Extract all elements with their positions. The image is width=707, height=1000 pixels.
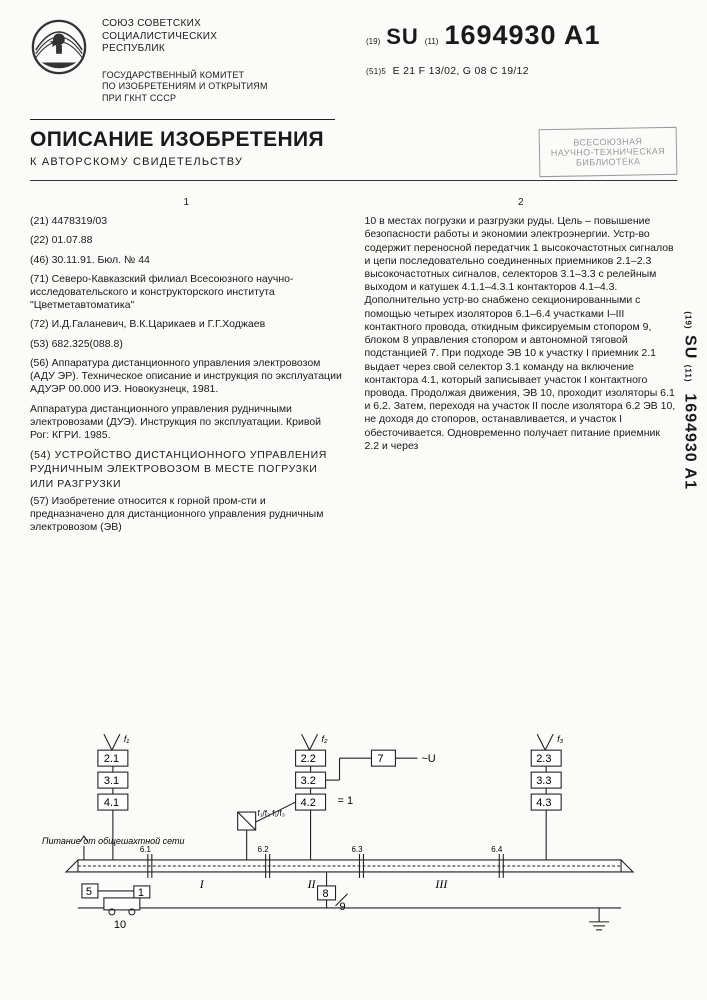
field-21: (21) 4478319/03	[30, 215, 343, 228]
column-right: 2 10 в местах погрузки и разгрузки руды.…	[365, 197, 678, 541]
document-title: ОПИСАНИЕ ИЗОБРЕТЕНИЯ	[30, 128, 324, 152]
svg-text:f₁: f₁	[124, 734, 129, 744]
svg-text:4.2: 4.2	[301, 797, 316, 809]
col-number-1: 1	[30, 197, 343, 210]
column-left: 1 (21) 4478319/03 (22) 01.07.88 (46) 30.…	[30, 197, 343, 541]
svg-text:6.3: 6.3	[351, 845, 363, 854]
circuit-diagram: f₁ f₂ f₃ 2.1 3.1 4.1 2.2 3.2 4.2 2.3 3.3…	[40, 730, 659, 960]
svg-text:7: 7	[377, 753, 383, 765]
title-rule	[30, 180, 677, 181]
isolator-63: 6.3	[351, 845, 363, 878]
header-rule	[30, 119, 335, 120]
svg-text:3.2: 3.2	[301, 775, 316, 787]
field-56b: Аппаратура дистанционного управления руд…	[30, 403, 343, 443]
committee-label: ГОСУДАРСТВЕННЫЙ КОМИТЕТ ПО ИЗОБРЕТЕНИЯМ …	[102, 70, 332, 105]
isolator-61: 6.1	[140, 845, 152, 878]
antenna-f2: f₂	[302, 734, 328, 750]
field-57-abstract: (57) Изобретение относится к горной пром…	[30, 495, 343, 535]
svg-text:6.2: 6.2	[258, 845, 270, 854]
svg-text:9: 9	[340, 901, 346, 913]
antenna-f1: f₁	[104, 734, 129, 750]
svg-text:10: 10	[114, 919, 126, 931]
svg-text:2.3: 2.3	[536, 753, 551, 765]
antenna-f3: f₃	[537, 734, 563, 750]
abstract-continuation: 10 в местах погрузки и разгрузки руды. Ц…	[365, 215, 678, 453]
field-72: (72) И.Д.Галаневич, В.К.Царикаев и Г.Г.Х…	[30, 318, 343, 331]
isolator-62: 6.2	[258, 845, 270, 878]
svg-text:Питание от общешахтной сети: Питание от общешахтной сети	[42, 836, 184, 846]
field-71: (71) Северо-Кавказский филиал Всесоюзног…	[30, 273, 343, 313]
document-subtitle: К АВТОРСКОМУ СВИДЕТЕЛЬСТВУ	[30, 156, 324, 168]
svg-text:2.1: 2.1	[104, 753, 119, 765]
svg-text:f₂: f₂	[322, 734, 328, 744]
svg-text:4.3: 4.3	[536, 797, 551, 809]
field-46: (46) 30.11.91. Бюл. № 44	[30, 254, 343, 267]
field-22: (22) 01.07.88	[30, 234, 343, 247]
svg-text:III: III	[434, 877, 448, 891]
library-stamp: ВСЕСОЮЗНАЯ НАУЧНО-ТЕХНИЧЕСКАЯ БИБЛИОТЕКА	[539, 126, 678, 176]
isolator-64: 6.4	[491, 845, 503, 878]
svg-text:1: 1	[138, 887, 144, 899]
svg-text:4.1: 4.1	[104, 797, 119, 809]
svg-text:II: II	[307, 877, 317, 891]
field-56a: (56) Аппаратура дистанционного управлени…	[30, 357, 343, 397]
svg-text:6.4: 6.4	[491, 845, 503, 854]
svg-text:6.1: 6.1	[140, 845, 152, 854]
svg-text:f₁/f₂ f₁/f₃: f₁/f₂ f₁/f₃	[258, 809, 285, 818]
side-publication-number: (19) SU (11) 1694930 A1	[681, 311, 699, 490]
svg-text:= 1: = 1	[338, 795, 354, 807]
svg-text:I: I	[199, 877, 205, 891]
svg-text:3.1: 3.1	[104, 775, 119, 787]
union-label: СОЮЗ СОВЕТСКИХ СОЦИАЛИСТИЧЕСКИХ РЕСПУБЛИ…	[102, 18, 332, 56]
publication-number: (19) SU (11) 1694930 A1	[366, 20, 677, 51]
state-seal	[30, 18, 88, 76]
svg-text:~U: ~U	[421, 753, 435, 765]
field-53: (53) 682.325(088.8)	[30, 338, 343, 351]
svg-text:f₃: f₃	[557, 734, 563, 744]
svg-text:3.3: 3.3	[536, 775, 551, 787]
svg-text:2.2: 2.2	[301, 753, 316, 765]
svg-text:5: 5	[86, 886, 92, 898]
col-number-2: 2	[365, 197, 678, 210]
field-54-title: (54) УСТРОЙСТВО ДИСТАНЦИОННОГО УПРАВЛЕНИ…	[30, 448, 343, 491]
ipc-classification: (51)5 E 21 F 13/02, G 08 C 19/12	[366, 65, 677, 77]
svg-text:8: 8	[323, 888, 329, 900]
